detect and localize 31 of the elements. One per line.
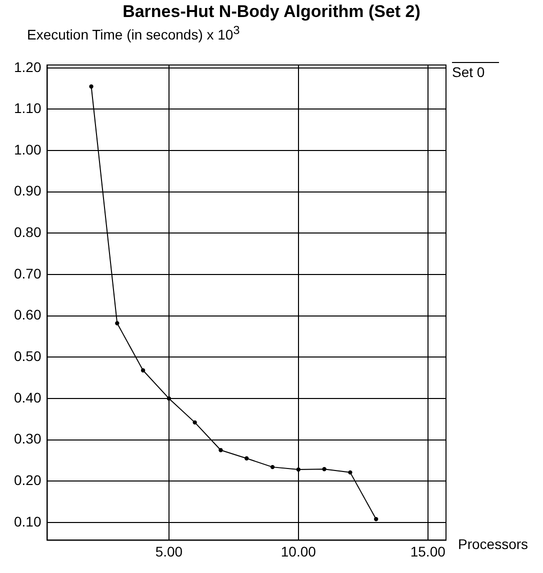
y-tick-label: 0.50: [14, 348, 42, 364]
point: [218, 448, 223, 452]
y-axis-title: Execution Time (in seconds) x 10$^{3}$: [27, 24, 240, 43]
y-tick-label: 1.00: [14, 141, 42, 158]
y-tick-label: 1.10: [14, 100, 42, 116]
x-tick-label: 5.00: [155, 543, 183, 560]
y-tick-label: 0.10: [14, 513, 42, 530]
point: [115, 321, 120, 326]
y-tick-label: 1.20: [14, 58, 42, 75]
point: [192, 420, 197, 425]
point: [244, 456, 249, 460]
y-tick-label: 0.20: [14, 472, 42, 488]
point: [140, 368, 146, 372]
point: [348, 470, 352, 475]
point: [322, 467, 326, 472]
y-tick-label: 0.60: [14, 306, 42, 323]
x-tick-label: 15.00: [410, 543, 446, 560]
x-tick-label: 10.00: [280, 543, 316, 560]
point: [296, 467, 301, 472]
y-tick-label: 0.80: [14, 224, 42, 240]
x-axis-title: Processors: [458, 536, 528, 552]
y-tick-label: 0.70: [14, 265, 42, 282]
y-tick-label: 0.30: [14, 430, 42, 447]
y-tick-label: 0.40: [14, 389, 42, 406]
point: [374, 517, 378, 522]
point: [166, 396, 172, 401]
chart-title: Barnes-Hut N-Body Algorithm (Set 2): [122, 2, 422, 22]
y-tick-label: 0.90: [14, 182, 42, 199]
point: [89, 84, 94, 89]
legend-label: Set 0: [452, 64, 485, 80]
point: [270, 464, 275, 470]
